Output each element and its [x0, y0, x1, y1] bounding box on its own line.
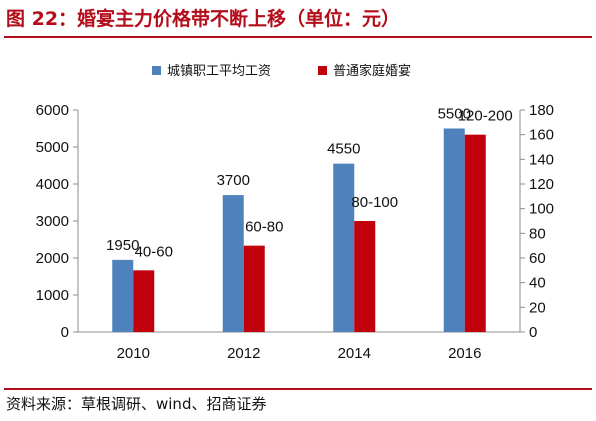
- figure-title: 图 22：婚宴主力价格带不断上移（单位：元）: [6, 8, 401, 30]
- bar-banquet: [464, 134, 486, 332]
- x-tick-label: 2014: [338, 345, 371, 362]
- legend-swatch-wage: [152, 66, 161, 75]
- y-left-tick-label: 1000: [36, 287, 69, 304]
- bar-wage: [222, 195, 244, 332]
- axes: 0 1000 2000 3000 4000 5000 6000 0 20 40 60 80 100 120…: [36, 102, 554, 362]
- data-label-wage: 5500: [438, 106, 471, 123]
- x-tick-label: 2010: [117, 345, 150, 362]
- y-right-tick-label: 160: [529, 127, 554, 144]
- data-label-wage: 4550: [327, 141, 360, 158]
- legend-label-banquet: 普通家庭婚宴: [333, 63, 411, 78]
- data-label-wage: 1950: [106, 237, 139, 254]
- y-right-tick-label: 180: [529, 102, 554, 119]
- legend-label-wage: 城镇职工平均工资: [167, 63, 271, 78]
- y-right-tick-label: 120: [529, 176, 554, 193]
- y-left-tick-label: 6000: [36, 102, 69, 119]
- data-label-banquet: 40-60: [135, 243, 173, 260]
- y-right-tick-label: 80: [529, 225, 546, 242]
- data-label-banquet: 120-200: [458, 108, 513, 125]
- legend: 城镇职工平均工资 普通家庭婚宴: [152, 63, 411, 78]
- bar-wage: [112, 259, 134, 332]
- y-left-tick-label: 0: [61, 324, 69, 341]
- x-tick-label: 2012: [227, 345, 260, 362]
- y-left-tick-label: 4000: [36, 176, 69, 193]
- bar-banquet: [243, 245, 265, 332]
- y-right-tick-label: 40: [529, 275, 546, 292]
- y-left-tick-label: 5000: [36, 139, 69, 156]
- y-right-tick-label: 0: [529, 324, 537, 341]
- footer-divider: [4, 388, 592, 390]
- data-label-banquet: 60-80: [245, 219, 283, 236]
- bar-wage: [333, 163, 355, 332]
- x-tick-label: 2016: [448, 345, 481, 362]
- legend-swatch-banquet: [318, 66, 327, 75]
- data-label-wage: 3700: [217, 172, 250, 189]
- bar-banquet: [133, 270, 155, 332]
- bar-wage: [443, 128, 465, 332]
- bar-chart: 城镇职工平均工资 普通家庭婚宴 010002000300040005000600…: [36, 63, 554, 362]
- y-right-tick-label: 60: [529, 250, 546, 267]
- y-right-tick-label: 20: [529, 299, 546, 316]
- y-left-tick-label: 3000: [36, 213, 69, 230]
- y-right-tick-label: 100: [529, 201, 554, 218]
- y-right-tick-label: 140: [529, 151, 554, 168]
- data-label-banquet: 80-100: [351, 194, 398, 211]
- source-note: 资料来源：草根调研、wind、招商证券: [6, 395, 267, 413]
- bar-banquet: [354, 221, 376, 332]
- title-divider: [4, 36, 592, 38]
- y-left-tick-label: 2000: [36, 250, 69, 267]
